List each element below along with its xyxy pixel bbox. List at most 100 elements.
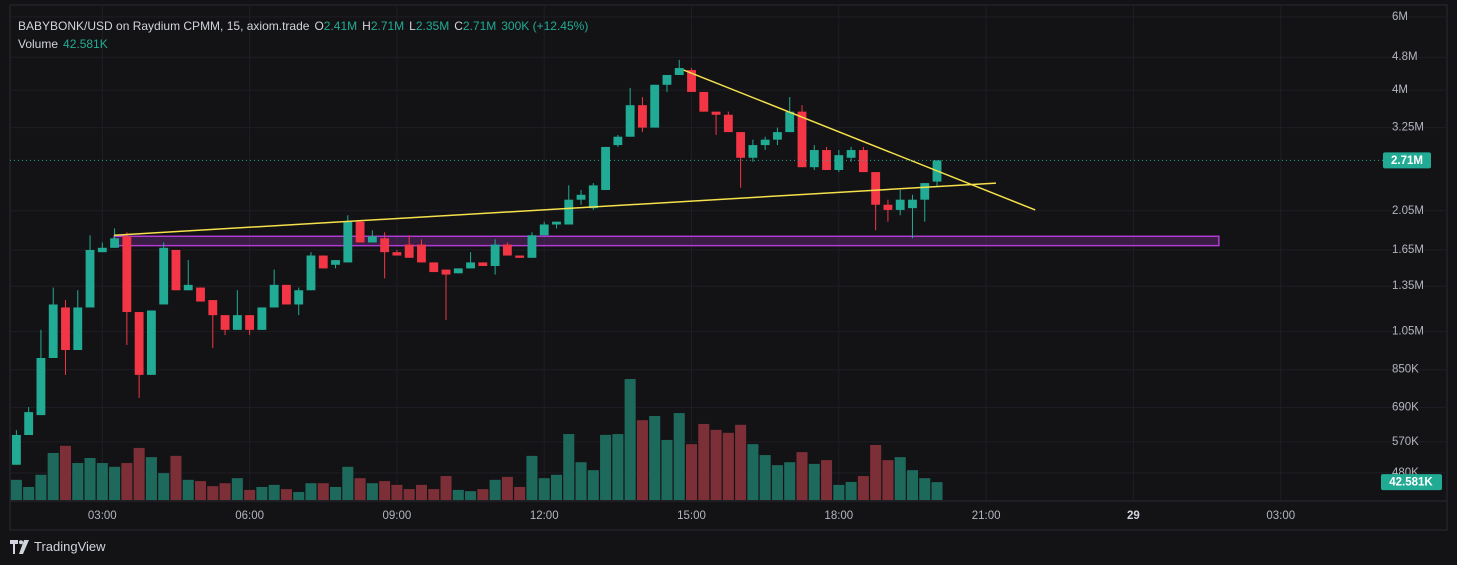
- volume-bar: [415, 484, 427, 500]
- candle-body: [760, 139, 770, 146]
- volume-bar: [784, 462, 796, 500]
- candle-body: [564, 199, 574, 225]
- volume-bar: [121, 463, 133, 500]
- volume-bar: [538, 478, 550, 500]
- volume-bar: [72, 463, 84, 500]
- candle-body: [134, 312, 144, 375]
- candle-body: [908, 199, 917, 209]
- ohlc-key: H: [362, 19, 371, 33]
- candle-body: [453, 268, 463, 274]
- volume-bar: [710, 429, 722, 500]
- ohlc-value: 2.35M: [415, 19, 450, 33]
- volume-bar: [47, 452, 59, 500]
- volume-bar: [10, 479, 22, 500]
- volume-bar: [906, 470, 918, 500]
- candle-body: [674, 68, 684, 75]
- candle-body: [478, 262, 488, 266]
- volume-bar: [771, 465, 783, 500]
- volume-bar: [35, 474, 47, 500]
- volume-bar: [428, 489, 440, 500]
- volume-bar: [182, 479, 194, 500]
- volume-bar: [735, 424, 747, 500]
- candle-body: [110, 238, 120, 248]
- candle-body: [588, 185, 598, 209]
- candle-body: [773, 132, 782, 140]
- candle-body: [97, 247, 107, 253]
- ohlc-key: O: [314, 19, 324, 33]
- candle-body: [331, 260, 340, 265]
- candle-body: [650, 84, 660, 128]
- candle-body: [723, 114, 733, 133]
- volume-bar: [244, 489, 256, 500]
- candle-body: [61, 307, 70, 351]
- legend-header: BABYBONK/USD on Raydium CPMM, 15, axiom.…: [18, 17, 588, 53]
- volume-badge: [1381, 474, 1442, 491]
- y-tick-label: 1.35M: [1392, 280, 1424, 292]
- y-tick-label: 4.8M: [1392, 51, 1418, 63]
- volume-bar: [575, 462, 587, 500]
- y-tick-label: 1.05M: [1392, 326, 1424, 338]
- candle-body: [232, 315, 242, 330]
- volume-bar: [624, 379, 636, 500]
- candle-body: [637, 105, 647, 128]
- volume-bar: [109, 466, 121, 500]
- x-tick-label: 12:00: [530, 510, 559, 522]
- volume-bar: [821, 460, 833, 500]
- ohlc-value: 2.71M: [462, 19, 497, 33]
- volume-bar: [514, 486, 526, 500]
- candle-body: [883, 204, 893, 210]
- candle-body: [785, 111, 795, 133]
- candle-body: [196, 287, 205, 302]
- volume-bar: [673, 413, 685, 500]
- candle-body: [699, 91, 709, 112]
- candle-body: [392, 252, 402, 256]
- y-tick-label: 3.25M: [1392, 122, 1424, 134]
- volume-bar: [366, 483, 378, 500]
- volume-bar: [23, 486, 35, 500]
- x-tick-label: 06:00: [235, 510, 264, 522]
- volume-bar: [268, 484, 280, 500]
- ohlc-key: L: [409, 19, 416, 33]
- trend-line: [114, 182, 996, 237]
- candle-body: [355, 221, 365, 243]
- candle-body: [466, 262, 475, 269]
- candle-body: [159, 247, 169, 305]
- volume-bar: [870, 444, 882, 500]
- volume-bar: [145, 457, 157, 500]
- candle-body: [404, 244, 414, 258]
- volume-bar: [59, 445, 72, 500]
- y-tick-label: 6M: [1392, 11, 1408, 23]
- ohlc-value: 2.71M: [370, 19, 405, 33]
- price-zone: [113, 235, 1220, 247]
- candle-body: [122, 236, 132, 313]
- candle-body: [895, 199, 905, 210]
- volume-bar: [133, 447, 145, 500]
- volume-bar: [808, 463, 820, 500]
- volume-bar: [330, 486, 342, 500]
- brand: TradingView: [34, 539, 106, 554]
- y-tick-label: 690K: [1392, 401, 1419, 413]
- volume-bar: [857, 476, 869, 500]
- volume-bar: [354, 478, 366, 500]
- candle-body: [502, 244, 512, 256]
- x-tick-label: 03:00: [1266, 510, 1295, 522]
- candle-body: [527, 235, 537, 258]
- volume-bar: [759, 455, 771, 500]
- candle-body: [269, 284, 279, 308]
- candle-body: [552, 221, 561, 225]
- candle-body: [318, 255, 328, 269]
- candle-body: [858, 150, 868, 173]
- candle-body: [183, 284, 193, 291]
- candle-body: [146, 310, 156, 375]
- volume-bar: [403, 489, 415, 500]
- candle-body: [429, 262, 439, 273]
- volume-bar: [219, 483, 231, 500]
- y-tick-label: 850K: [1392, 364, 1419, 376]
- candle-body: [797, 111, 807, 168]
- volume-bar: [170, 455, 182, 500]
- candle-body: [36, 357, 46, 416]
- volume-bar: [194, 481, 207, 500]
- volume-bar: [550, 474, 563, 500]
- volume-value: 42.581K: [63, 37, 108, 51]
